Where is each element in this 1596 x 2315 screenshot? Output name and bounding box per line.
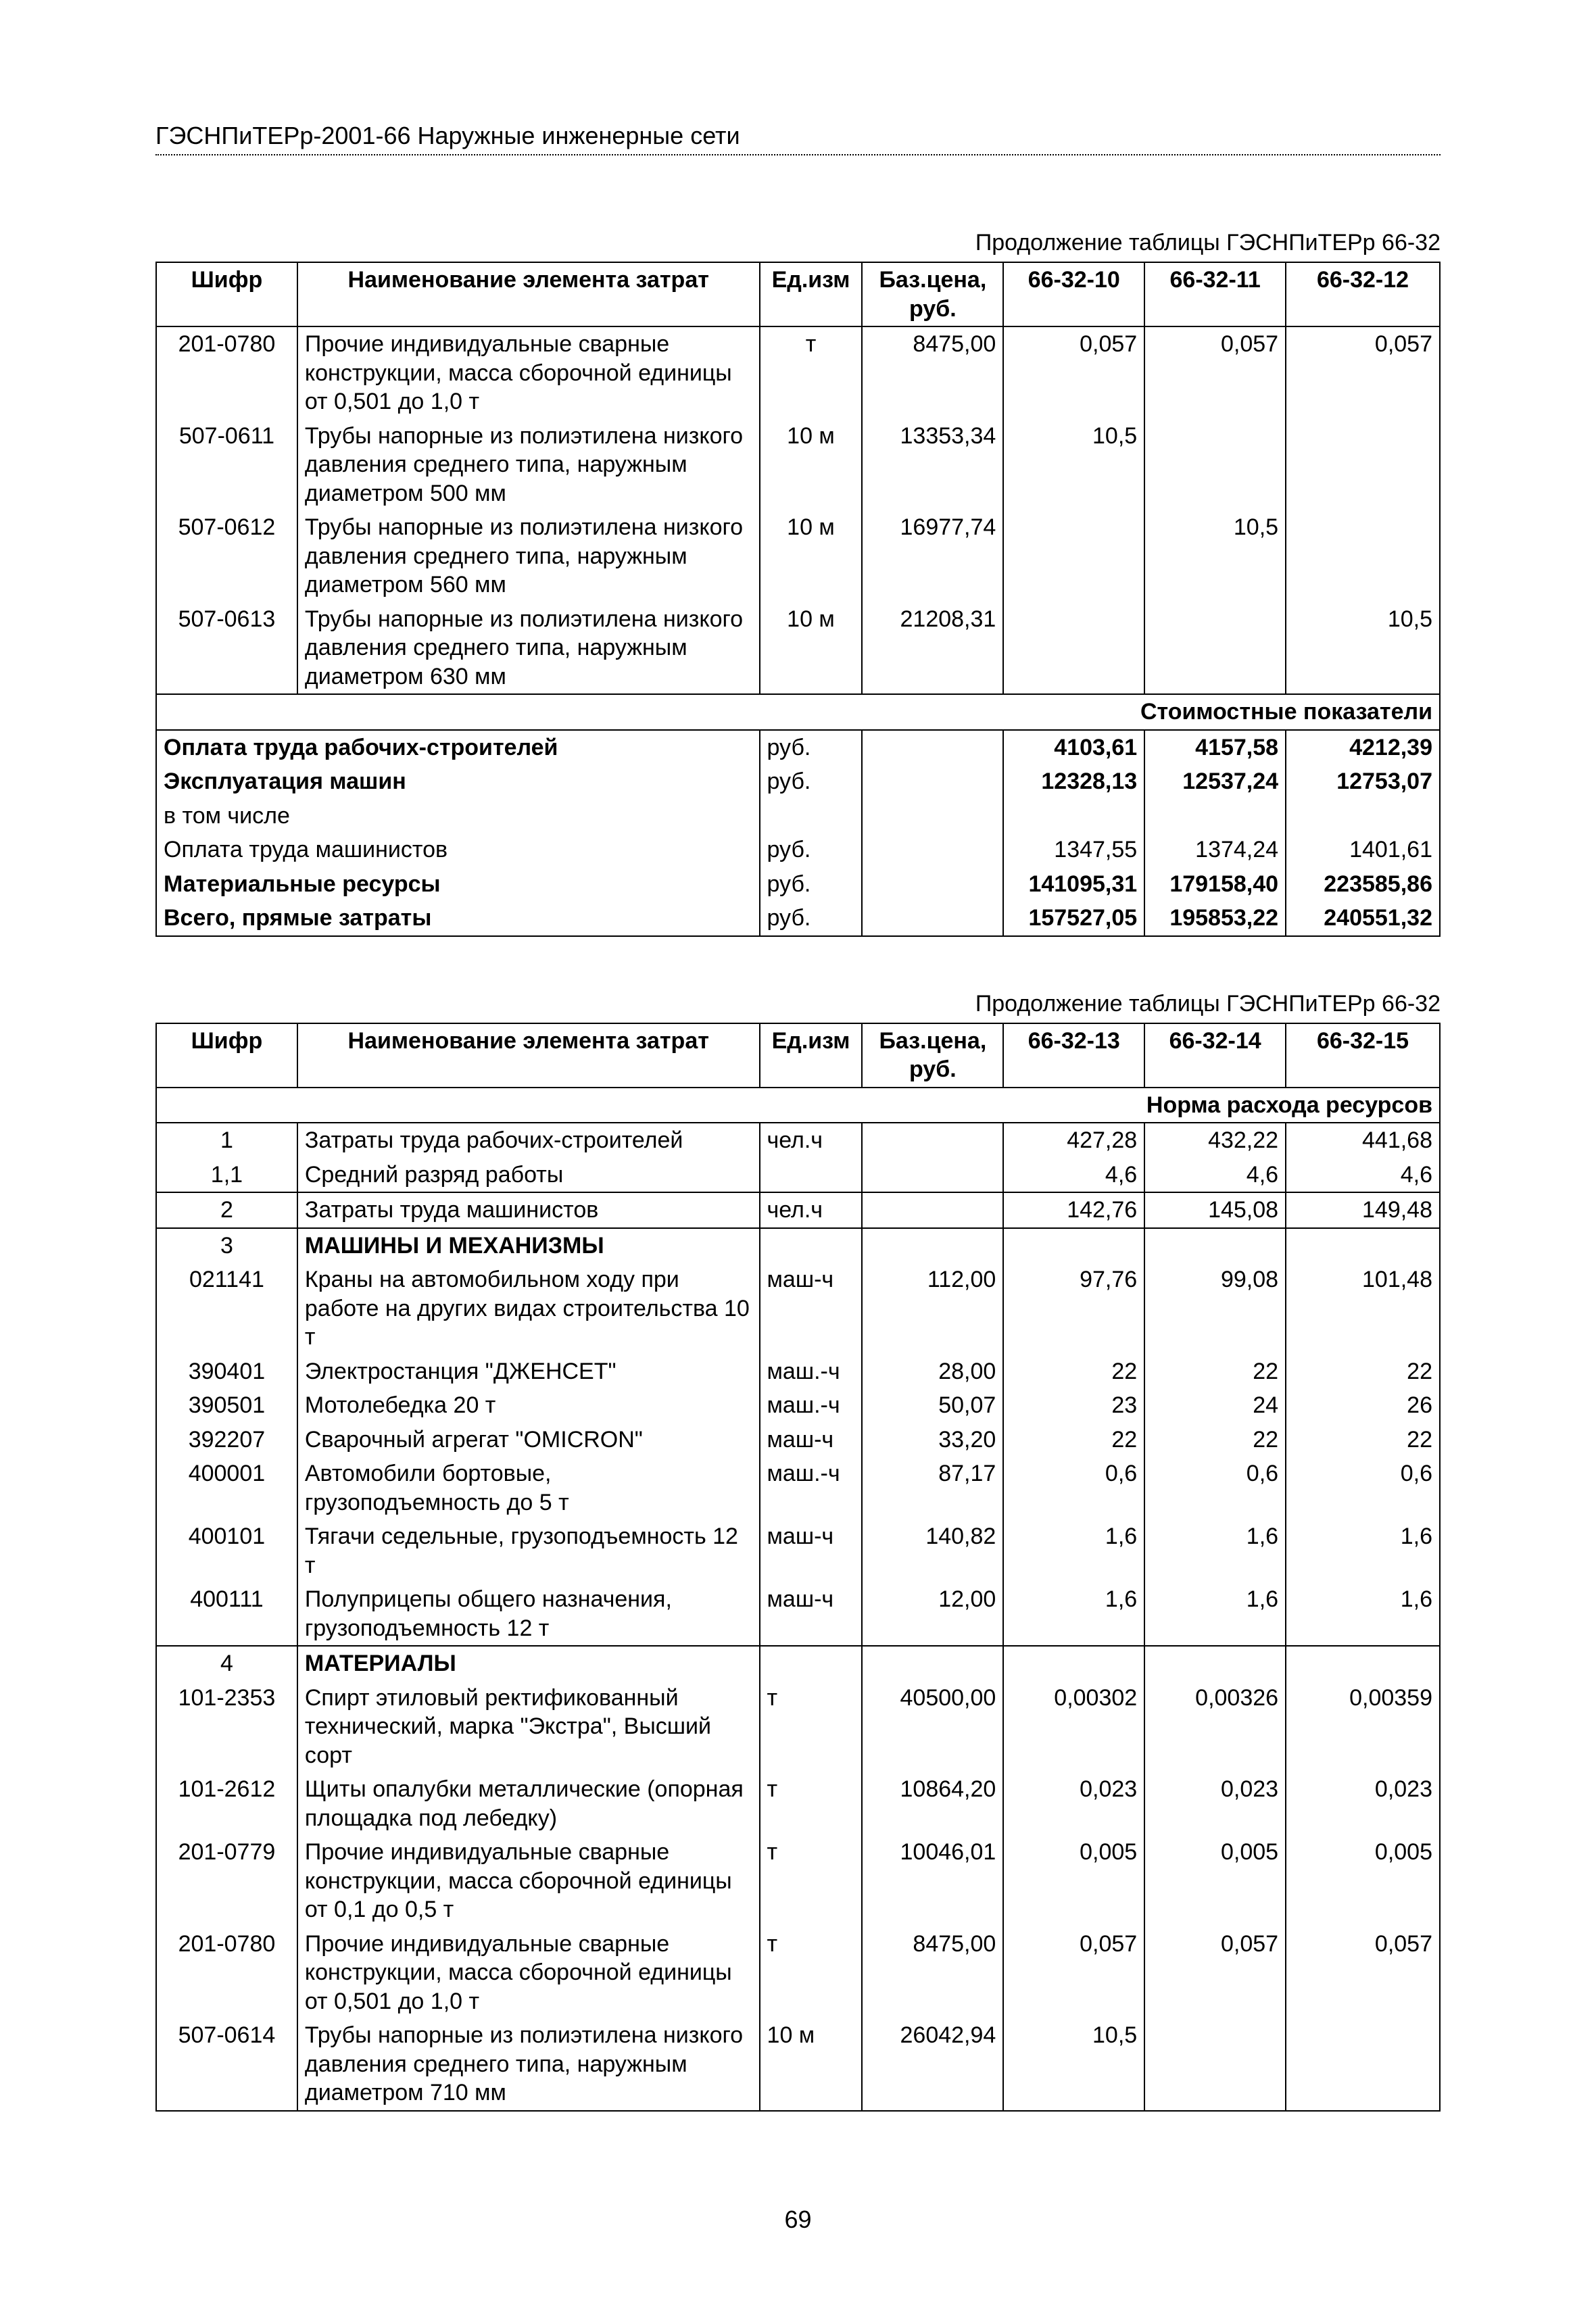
table2: Шифр Наименование элемента затрат Ед.изм… bbox=[155, 1023, 1441, 2112]
table-row: 101-2353 Спирт этиловый ректификованный … bbox=[156, 1681, 1440, 1773]
cost-row: Оплата труда машинистов руб. 1347,55 137… bbox=[156, 833, 1440, 867]
page-number: 69 bbox=[0, 2206, 1596, 2234]
table-row: 1,1 Средний разряд работы 4,6 4,6 4,6 bbox=[156, 1158, 1440, 1193]
table-row: 507-0611 Трубы напорные из полиэтилена н… bbox=[156, 419, 1440, 511]
cost-row: Оплата труда рабочих-строителей руб. 410… bbox=[156, 730, 1440, 765]
table-row: 4 МАТЕРИАЛЫ bbox=[156, 1646, 1440, 1681]
table-row: 507-0613 Трубы напорные из полиэтилена н… bbox=[156, 602, 1440, 695]
table-row: 2 Затраты труда машинистов чел.ч 142,76 … bbox=[156, 1192, 1440, 1228]
table-row: 390401 Электростанция "ДЖЕНСЕТ" маш.-ч 2… bbox=[156, 1355, 1440, 1389]
table-row: 101-2612 Щиты опалубки металлические (оп… bbox=[156, 1772, 1440, 1835]
col-code: Шифр bbox=[156, 262, 297, 326]
table1: Шифр Наименование элемента затрат Ед.изм… bbox=[155, 262, 1441, 937]
cost-row: Эксплуатация машин руб. 12328,13 12537,2… bbox=[156, 764, 1440, 799]
table-row: 3 МАШИНЫ И МЕХАНИЗМЫ bbox=[156, 1228, 1440, 1263]
col-price: Баз.цена, руб. bbox=[862, 1023, 1003, 1088]
cost-row: Всего, прямые затраты руб. 157527,05 195… bbox=[156, 901, 1440, 936]
table-row: 507-0612 Трубы напорные из полиэтилена н… bbox=[156, 510, 1440, 602]
table-row: 400111 Полуприцепы общего назначения, гр… bbox=[156, 1582, 1440, 1646]
col-unit: Ед.изм bbox=[760, 1023, 863, 1088]
table-row: 021141 Краны на автомобильном ходу при р… bbox=[156, 1263, 1440, 1355]
col-v3: 66-32-12 bbox=[1286, 262, 1440, 326]
col-name: Наименование элемента затрат bbox=[297, 1023, 760, 1088]
page-header: ГЭСНПиТЕРр-2001-66 Наружные инженерные с… bbox=[155, 122, 1441, 155]
col-v2: 66-32-11 bbox=[1144, 262, 1286, 326]
col-name: Наименование элемента затрат bbox=[297, 262, 760, 326]
table-row: 390501 Мотолебедка 20 т маш.-ч 50,07 23 … bbox=[156, 1388, 1440, 1423]
table-row: 507-0614 Трубы напорные из полиэтилена н… bbox=[156, 2018, 1440, 2111]
cost-row: в том числе bbox=[156, 799, 1440, 833]
table1-caption: Продолжение таблицы ГЭСНПиТЕРр 66-32 bbox=[155, 230, 1441, 256]
col-v2: 66-32-14 bbox=[1144, 1023, 1286, 1088]
table2-caption: Продолжение таблицы ГЭСНПиТЕРр 66-32 bbox=[155, 991, 1441, 1017]
col-price: Баз.цена, руб. bbox=[862, 262, 1003, 326]
col-v3: 66-32-15 bbox=[1286, 1023, 1440, 1088]
table-row: 400001 Автомобили бортовые, грузоподъемн… bbox=[156, 1457, 1440, 1519]
norm-band: Норма расхода ресурсов bbox=[156, 1088, 1440, 1123]
table-row: 201-0780 Прочие индивидуальные сварные к… bbox=[156, 1927, 1440, 2019]
table-row: 1 Затраты труда рабочих-строителей чел.ч… bbox=[156, 1123, 1440, 1158]
document-page: ГЭСНПиТЕРр-2001-66 Наружные инженерные с… bbox=[0, 0, 1596, 2315]
col-code: Шифр bbox=[156, 1023, 297, 1088]
col-unit: Ед.изм bbox=[760, 262, 863, 326]
cost-row: Материальные ресурсы руб. 141095,31 1791… bbox=[156, 867, 1440, 902]
table-row: 392207 Сварочный агрегат "OMICRON" маш-ч… bbox=[156, 1423, 1440, 1457]
cost-band: Стоимостные показатели bbox=[156, 694, 1440, 730]
col-v1: 66-32-10 bbox=[1003, 262, 1144, 326]
col-v1: 66-32-13 bbox=[1003, 1023, 1144, 1088]
table-row: 400101 Тягачи седельные, грузоподъемност… bbox=[156, 1519, 1440, 1582]
table-row: 201-0779 Прочие индивидуальные сварные к… bbox=[156, 1835, 1440, 1927]
table-row: 201-0780 Прочие индивидуальные сварные к… bbox=[156, 326, 1440, 419]
